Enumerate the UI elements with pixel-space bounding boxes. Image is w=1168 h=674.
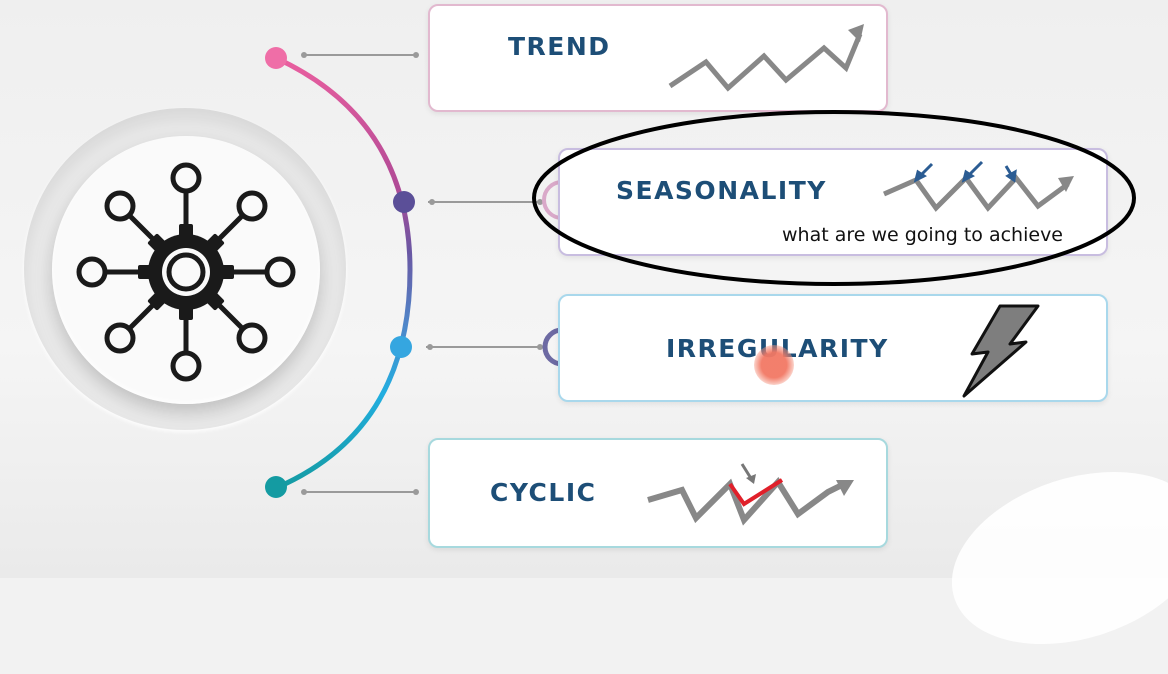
lightning-bolt-icon	[962, 304, 1040, 398]
connector-arc	[274, 52, 543, 495]
gear-network-icon	[76, 162, 296, 382]
zigzag-up-arrow-icon	[668, 24, 864, 92]
node-irregularity	[390, 336, 412, 358]
node-trend	[265, 47, 287, 69]
cyclic-card: CYCLIC	[428, 438, 888, 548]
pointer-cursor	[754, 345, 794, 385]
irregularity-card: IRREGULARITY	[558, 294, 1108, 402]
cyclic-title: CYCLIC	[490, 478, 597, 507]
node-cyclic	[265, 476, 287, 498]
cyclic-zigzag-arrow-icon	[647, 463, 854, 526]
trend-title: TREND	[508, 32, 611, 61]
trend-card: TREND	[428, 4, 888, 112]
annotation-text: what are we going to achieve	[782, 224, 1064, 246]
node-seasonality	[393, 191, 415, 213]
